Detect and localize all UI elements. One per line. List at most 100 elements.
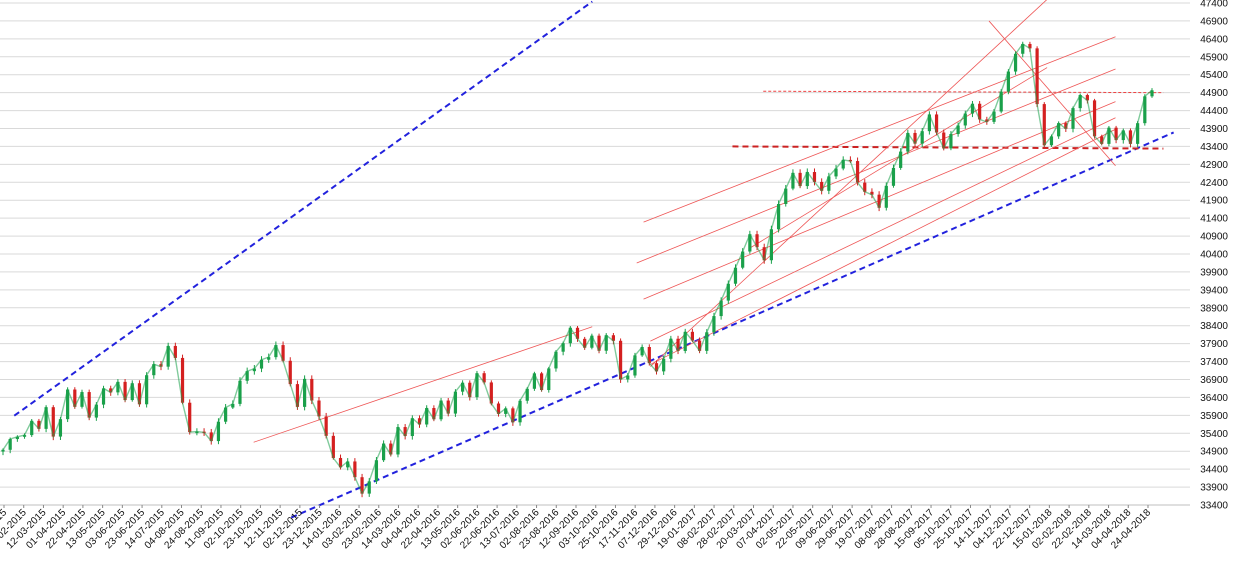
candle-body (1136, 123, 1140, 144)
candle-body (22, 435, 27, 437)
candle-body (44, 407, 48, 429)
y-tick-label: 41400 (1200, 214, 1228, 225)
candle-body (173, 345, 177, 358)
candle-body (137, 383, 142, 405)
candle-body (353, 461, 357, 478)
y-tick-label: 40900 (1200, 232, 1228, 243)
candle-body (1035, 48, 1039, 105)
candle-body (73, 389, 77, 407)
candle-body (367, 481, 371, 494)
candle-body (841, 159, 845, 169)
candle-body (1021, 43, 1025, 54)
candle-body (1143, 96, 1147, 124)
candle-body (891, 167, 896, 186)
candle-body (1121, 130, 1125, 141)
candle-body (1092, 100, 1097, 137)
candle-body (618, 340, 623, 380)
candle-body (1042, 104, 1046, 146)
candle-body (303, 378, 307, 407)
trendline (13, 0, 593, 417)
candle-body (468, 382, 472, 398)
candle-body (1107, 127, 1111, 144)
candle-body (762, 247, 766, 261)
candle-body (769, 229, 773, 261)
candle-body (812, 172, 817, 182)
candle-body (590, 335, 594, 348)
y-tick-label: 39400 (1200, 285, 1228, 296)
candle-body (252, 368, 256, 372)
candle-body (949, 134, 953, 149)
y-tick-label: 36900 (1200, 375, 1228, 386)
candle-body (532, 373, 537, 389)
y-tick-label: 34900 (1200, 447, 1228, 458)
candle-body (152, 364, 156, 376)
candle-body (259, 359, 264, 369)
trendline (290, 131, 1175, 519)
candle-body (870, 191, 874, 195)
candle-body (970, 103, 975, 114)
y-tick-label: 45900 (1200, 52, 1228, 63)
candle-body (583, 338, 587, 348)
y-axis-ticks: 33400 33900 34400 34900 35400 35900 36400 36900… (1200, 0, 1228, 512)
gridlines (0, 2, 1190, 506)
candle-body (820, 181, 824, 191)
candle-body (561, 343, 565, 352)
candle-body (669, 338, 673, 359)
y-tick-label: 45400 (1200, 70, 1228, 81)
candle-body (209, 432, 213, 442)
trendline (732, 145, 1164, 150)
candle-body (396, 427, 400, 455)
candle-body (662, 358, 666, 372)
candle-body (295, 384, 300, 407)
candle-body (51, 407, 55, 437)
candle-body (511, 408, 515, 423)
candle-body (633, 355, 637, 376)
trendline (763, 90, 1164, 94)
candle-body (776, 203, 781, 230)
y-tick-label: 35900 (1200, 411, 1228, 422)
trendline (650, 128, 1116, 365)
candle-body (1057, 123, 1061, 137)
candle-body (539, 373, 544, 391)
candle-body (432, 408, 436, 420)
y-tick-label: 43400 (1200, 142, 1228, 153)
y-tick-label: 43900 (1200, 124, 1228, 135)
candle-body (525, 388, 529, 401)
candle-body (317, 400, 321, 417)
candle-body (927, 114, 931, 132)
candle-body (920, 131, 924, 144)
candle-body (719, 300, 723, 317)
candle-body (338, 457, 343, 468)
candle-body (697, 340, 702, 351)
y-tick-label: 44400 (1200, 106, 1228, 117)
candle-body (1085, 95, 1089, 101)
candle-body (1114, 127, 1118, 141)
candle-body (94, 404, 98, 418)
candle-body (992, 111, 996, 122)
candle-body (784, 188, 788, 204)
candle-body (647, 346, 651, 364)
y-tick-label: 44900 (1200, 88, 1228, 99)
candle-body (963, 113, 967, 126)
candle-body (575, 327, 580, 339)
trendline (253, 326, 593, 443)
candle-body (374, 460, 379, 482)
trendline (988, 20, 1116, 167)
candle-body (382, 443, 386, 461)
candle-body (877, 194, 881, 208)
candle-body (453, 391, 458, 414)
candle-body (942, 132, 946, 149)
candle-body (80, 392, 84, 407)
trendline (650, 117, 1116, 342)
candle-body (37, 420, 41, 429)
candle-body (518, 400, 522, 423)
candle-body (913, 132, 917, 144)
y-tick-label: 46400 (1200, 34, 1228, 45)
candle-body (834, 168, 838, 177)
candle-body (288, 360, 292, 385)
candle-body (475, 373, 479, 398)
y-tick-label: 33400 (1200, 501, 1228, 512)
candle-body (884, 185, 888, 208)
candle-body (554, 351, 558, 369)
